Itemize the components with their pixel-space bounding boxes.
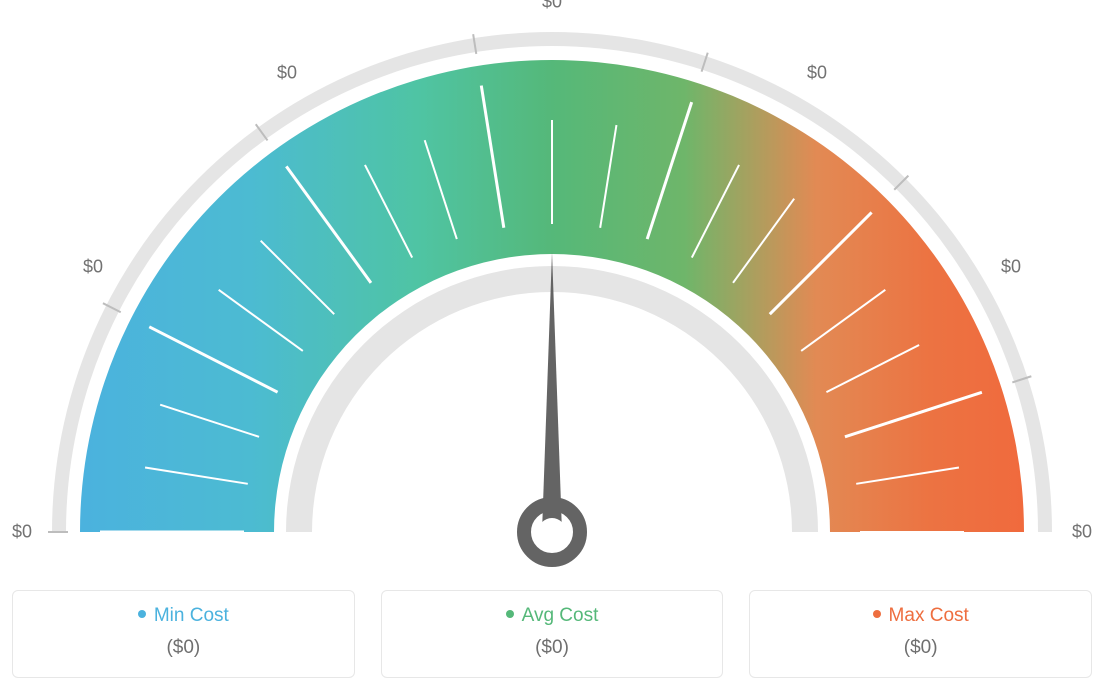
- legend-value-avg: ($0): [392, 637, 713, 659]
- legend-dot-max: [873, 610, 881, 618]
- gauge-scale-label: $0: [807, 63, 827, 84]
- legend-title-text-min: Min Cost: [154, 605, 229, 626]
- gauge-cost-chart: $0$0$0$0$0$0$0 Min Cost ($0) Avg Cost ($…: [12, 12, 1092, 678]
- legend-dot-min: [138, 610, 146, 618]
- legend-title-max: Max Cost: [760, 605, 1081, 627]
- legend-dot-avg: [506, 610, 514, 618]
- gauge-scale-label: $0: [1001, 257, 1021, 278]
- gauge-scale-label: $0: [83, 257, 103, 278]
- gauge-area: $0$0$0$0$0$0$0: [12, 12, 1092, 572]
- gauge-scale-label: $0: [277, 63, 297, 84]
- legend-title-avg: Avg Cost: [392, 605, 713, 627]
- gauge-scale-label: $0: [1072, 522, 1092, 543]
- gauge-svg: [12, 12, 1092, 572]
- legend-card-avg: Avg Cost ($0): [381, 590, 724, 678]
- legend-title-text-avg: Avg Cost: [522, 605, 599, 626]
- legend-value-min: ($0): [23, 637, 344, 659]
- legend-value-max: ($0): [760, 637, 1081, 659]
- legend-title-text-max: Max Cost: [889, 605, 969, 626]
- legend-title-min: Min Cost: [23, 605, 344, 627]
- legend-card-min: Min Cost ($0): [12, 590, 355, 678]
- legend-card-max: Max Cost ($0): [749, 590, 1092, 678]
- legend-row: Min Cost ($0) Avg Cost ($0) Max Cost ($0…: [12, 590, 1092, 678]
- gauge-scale-label: $0: [542, 0, 562, 13]
- gauge-scale-label: $0: [12, 522, 32, 543]
